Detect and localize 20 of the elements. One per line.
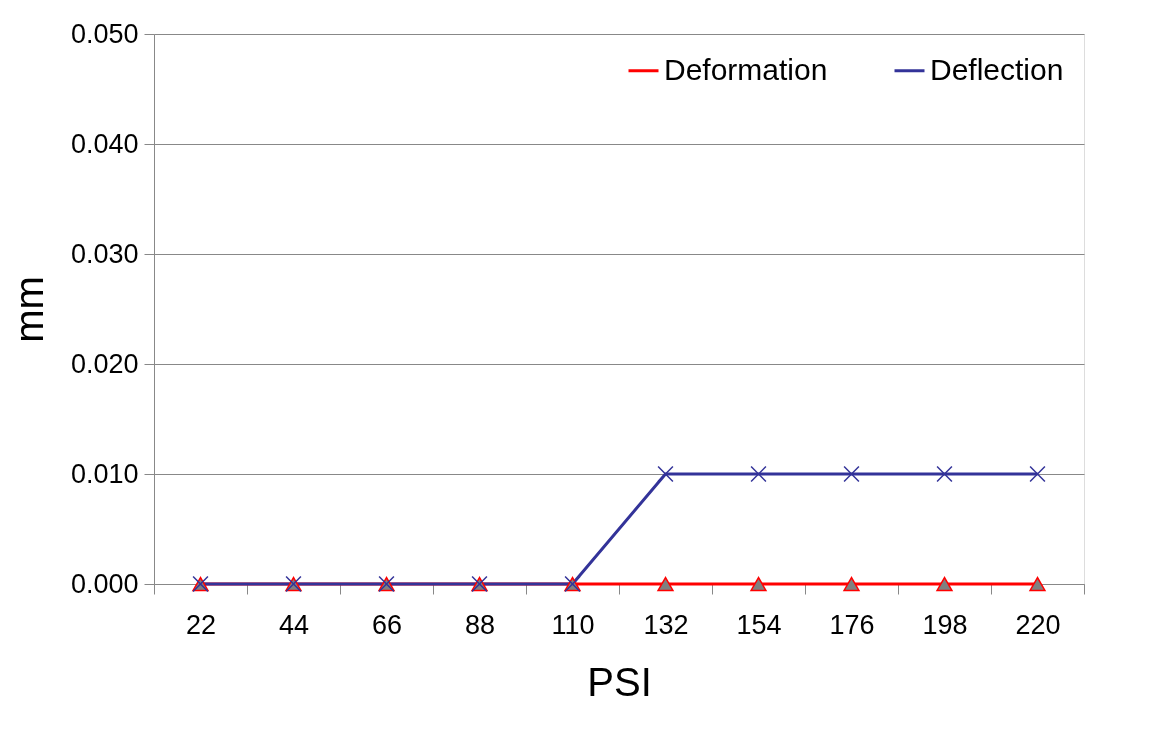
y-tick-label: 0.030	[70, 238, 139, 269]
y-tick-label: 0.020	[70, 348, 139, 379]
x-tick-label: 66	[371, 609, 403, 640]
x-tick-label: 110	[551, 609, 595, 640]
y-tick-label: 0.050	[70, 18, 139, 49]
x-tick-label: 154	[736, 609, 782, 640]
legend-label: Deflection	[930, 52, 1064, 86]
y-tick-label: 0.040	[70, 128, 139, 159]
x-tick-label: 176	[829, 609, 875, 640]
x-tick-label: 132	[643, 609, 689, 640]
y-tick-label: 0.000	[70, 568, 139, 599]
x-tick-label: 198	[922, 609, 968, 640]
legend-label: Deformation	[664, 52, 828, 86]
x-tick-label: 44	[278, 609, 310, 640]
x-tick-label: 22	[185, 609, 217, 640]
x-tick-label: 220	[1015, 609, 1061, 640]
x-tick-label: 88	[464, 609, 496, 640]
y-axis-title: mm	[6, 276, 51, 343]
y-tick-label: 0.010	[70, 458, 139, 489]
x-axis-title: PSI	[587, 659, 652, 704]
